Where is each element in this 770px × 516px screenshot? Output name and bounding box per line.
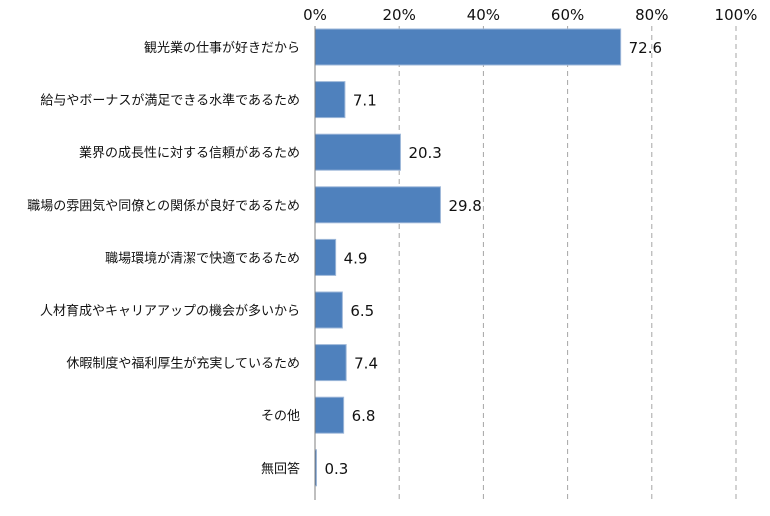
category-label: 無回答 <box>261 461 300 477</box>
bar <box>314 238 337 276</box>
bars <box>314 28 622 487</box>
bar <box>314 344 347 382</box>
category-label: 休暇制度や福利厚生が充実しているため <box>66 356 300 372</box>
data-label: 6.5 <box>350 302 374 320</box>
x-tick-label: 80% <box>635 6 668 24</box>
data-label: 72.6 <box>629 39 662 57</box>
data-label: 7.1 <box>353 92 377 110</box>
x-tick-label: 0% <box>303 6 327 24</box>
category-label: 業界の成長性に対する信頼があるため <box>79 145 300 161</box>
bar <box>314 291 343 329</box>
category-label: その他 <box>261 409 300 424</box>
gridlines <box>398 26 737 500</box>
x-tick-label: 100% <box>715 6 758 24</box>
bar <box>314 133 401 171</box>
data-label: 0.3 <box>325 460 349 478</box>
category-labels: 観光業の仕事が好きだから給与やボーナスが満足できる水準であるため業界の成長性に対… <box>27 40 300 477</box>
bar <box>314 186 441 224</box>
category-label: 職場の雰囲気や同僚との関係が良好であるため <box>27 198 300 214</box>
category-label: 人材育成やキャリアアップの機会が多いから <box>40 303 300 319</box>
x-axis-ticks: 0% 20% 40% 60% 80% 100% <box>303 6 757 24</box>
bar <box>314 81 346 119</box>
bar <box>314 396 345 434</box>
category-label: 給与やボーナスが満足できる水準であるため <box>40 93 300 109</box>
x-tick-label: 40% <box>467 6 500 24</box>
category-label: 職場環境が清潔で快適であるため <box>105 250 300 266</box>
x-tick-label: 60% <box>551 6 584 24</box>
data-label: 7.4 <box>354 355 378 373</box>
data-label: 4.9 <box>344 249 368 267</box>
data-label: 29.8 <box>448 197 481 215</box>
data-label: 6.8 <box>352 407 376 425</box>
data-label: 20.3 <box>408 144 441 162</box>
bar <box>314 28 622 66</box>
value-labels: 72.6 7.1 20.3 29.8 4.9 6.5 7.4 6.8 0.3 <box>325 39 663 478</box>
category-label: 観光業の仕事が好きだから <box>144 40 300 56</box>
x-tick-label: 20% <box>383 6 416 24</box>
